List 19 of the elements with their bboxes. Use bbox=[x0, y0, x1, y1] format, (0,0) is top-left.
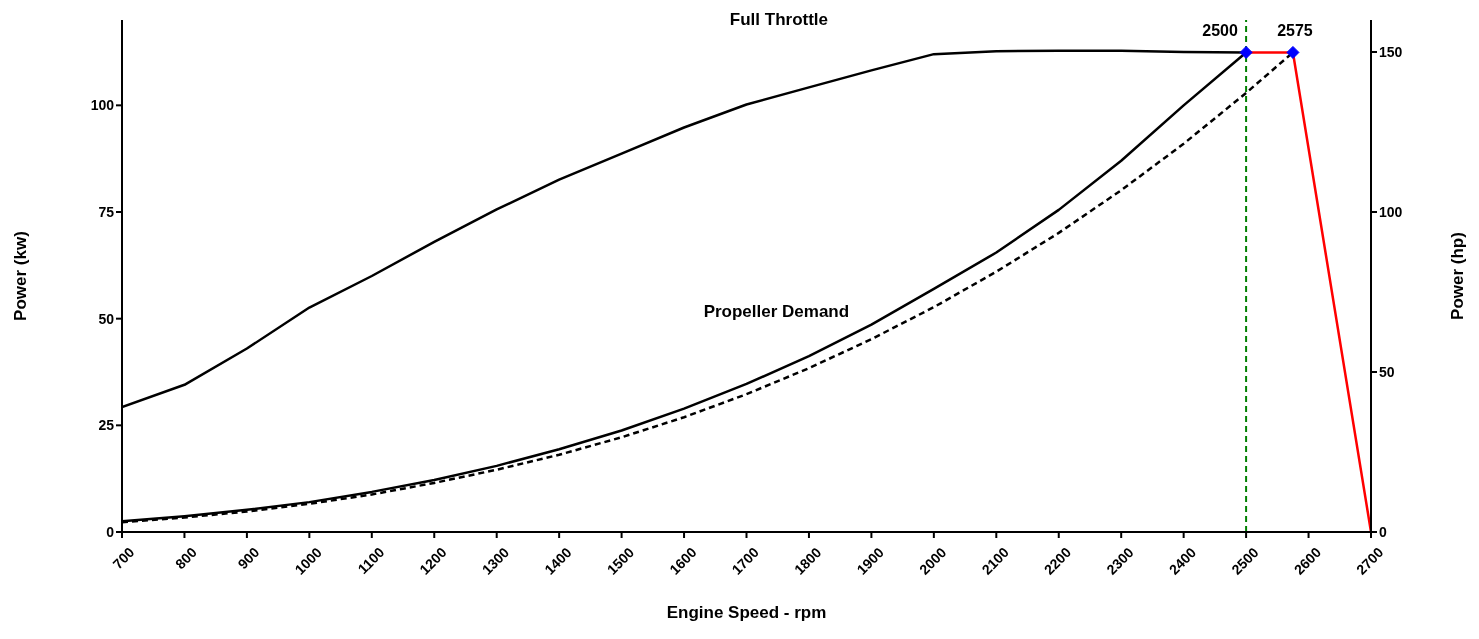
y2-axis-title: Power (hp) bbox=[1448, 232, 1468, 320]
text: Full Throttle bbox=[729, 10, 829, 30]
y2-tick-label: 100 bbox=[1379, 203, 1403, 220]
x-tick-label: 700 bbox=[109, 544, 138, 572]
y-tick-label: 25 bbox=[98, 417, 115, 434]
annotation: 2575 bbox=[1277, 22, 1313, 40]
y2-tick-label: 150 bbox=[1379, 43, 1403, 60]
series-label: Propeller Demand bbox=[703, 301, 850, 321]
y2-tick-label: 0 bbox=[1379, 523, 1387, 540]
x-axis-title: Engine Speed - rpm bbox=[666, 603, 827, 622]
y-tick-label: 100 bbox=[90, 97, 115, 114]
x-tick-label: 900 bbox=[234, 544, 263, 572]
x-tick-label: 800 bbox=[172, 544, 201, 572]
y-tick-label: 75 bbox=[98, 203, 115, 220]
y-axis-title: Power (kw) bbox=[11, 231, 31, 321]
y-tick-label: 0 bbox=[106, 523, 115, 540]
annotation: 2500 bbox=[1202, 22, 1238, 40]
y2-tick-label: 50 bbox=[1379, 363, 1395, 380]
y-tick-label: 50 bbox=[98, 310, 115, 327]
